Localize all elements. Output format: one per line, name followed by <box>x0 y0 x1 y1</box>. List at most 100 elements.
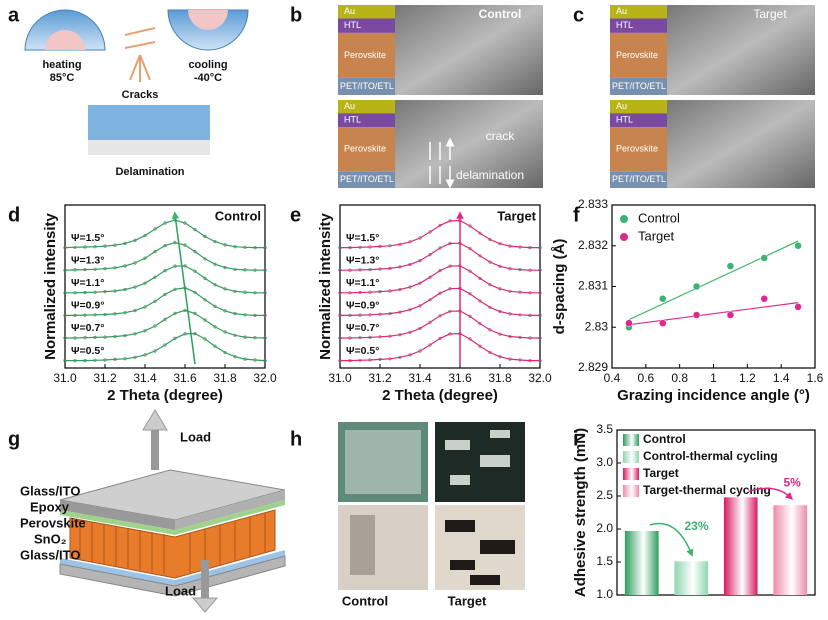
data-point <box>468 292 472 296</box>
x-tick-label: 31.6 <box>448 371 472 385</box>
series-label: Ψ=1.3° <box>71 254 104 266</box>
layer-label: HTL <box>616 115 633 125</box>
heating-core <box>45 30 85 50</box>
data-point <box>794 303 802 311</box>
curve <box>64 219 265 249</box>
x-tick-label: 31.8 <box>488 371 512 385</box>
layer-label: HTL <box>344 20 361 30</box>
layer <box>610 171 667 188</box>
data-point <box>726 311 735 319</box>
y-tick-label: 3.5 <box>596 422 613 436</box>
cooling-core <box>188 10 228 30</box>
annotation-arrow <box>649 522 694 557</box>
layer <box>610 100 667 114</box>
x-tick-label: 1.6 <box>807 371 824 385</box>
crack-arrows <box>124 27 156 82</box>
data-point <box>163 317 167 322</box>
series-label: Ψ=0.7° <box>346 322 379 334</box>
photo-patches <box>445 520 515 585</box>
plot-frame <box>339 204 541 369</box>
y-tick-label: 2.0 <box>596 521 613 535</box>
h-target: Target <box>448 593 487 608</box>
layer <box>338 32 395 78</box>
layer <box>338 100 395 114</box>
x-tick-label: 31.0 <box>53 371 77 385</box>
load-bottom: Load <box>165 583 196 598</box>
heating-temp: 85°C <box>50 72 75 84</box>
data-point <box>478 254 482 258</box>
annotation: 23% <box>685 519 709 533</box>
data-point <box>193 228 197 232</box>
curve <box>65 332 266 362</box>
data-point <box>428 275 432 279</box>
x-tick-label: 31.2 <box>368 371 392 385</box>
data-point <box>760 294 768 303</box>
curve <box>340 310 540 339</box>
top-glass-side <box>60 500 175 530</box>
data-point <box>153 299 157 303</box>
panel-label: f <box>573 204 580 226</box>
layer-label: PET/ITO/ETL <box>340 81 394 91</box>
load-top: Load <box>180 429 211 444</box>
layer-label: HTL <box>616 20 633 30</box>
series-label: Ψ=0.5° <box>346 345 379 357</box>
data-point <box>203 337 207 341</box>
perovskite-columns <box>79 513 266 574</box>
x-tick-label: 32.0 <box>528 371 552 385</box>
bar <box>723 497 758 595</box>
photo-film <box>345 430 421 494</box>
series-label: Ψ=1.1° <box>71 277 104 289</box>
x-tick-label: 1.2 <box>739 371 756 385</box>
chart-title: Control <box>215 208 261 223</box>
y-axis-label: Normalized intensity <box>42 212 59 359</box>
sem-background <box>667 100 815 188</box>
y-tick-label: 2.83 <box>585 319 609 333</box>
data-point <box>428 298 432 302</box>
delamination-label: Delamination <box>115 166 184 178</box>
layer-label: Perovskite <box>20 515 86 530</box>
curve <box>340 332 540 362</box>
data-point <box>428 253 432 257</box>
legend-label: Control-thermal cycling <box>643 449 778 463</box>
y-tick-label: 1.0 <box>596 587 613 601</box>
data-point <box>625 319 633 327</box>
y-tick-label: 2.5 <box>596 488 613 502</box>
data-point <box>659 294 667 303</box>
panel-g: Load Load Glass/ITO Epoxy Perovskite SnO… <box>20 409 286 613</box>
panel-label: h <box>290 428 302 450</box>
sem-texts: Control crack delamination Target <box>429 7 787 184</box>
y-tick-label: 2.833 <box>578 197 608 211</box>
crack-arrows <box>429 142 450 160</box>
layer-label: Glass/ITO <box>20 483 80 498</box>
data-point <box>659 319 667 327</box>
layer-label: HTL <box>344 115 361 125</box>
y-tick-label: 1.5 <box>596 554 613 568</box>
curve <box>64 241 265 271</box>
x-tick-label: 31.8 <box>213 371 237 385</box>
data-point <box>478 344 482 348</box>
data-point <box>468 337 472 341</box>
sem-images: Au HTL Perovskite PET/ITO/ETL Au HTL Perovskit… <box>338 5 815 188</box>
delam-arrows <box>429 166 450 184</box>
data-point <box>428 320 432 325</box>
layer <box>610 32 667 78</box>
layer-label: Glass/ITO <box>20 547 80 562</box>
curve <box>340 242 540 271</box>
series-label: Ψ=0.5° <box>71 345 104 357</box>
x-tick-label: 31.4 <box>408 371 432 385</box>
layer-label: Perovskite <box>344 50 386 60</box>
panel-label: d <box>8 204 20 226</box>
layer <box>610 113 667 128</box>
x-tick-label: 31.0 <box>328 371 352 385</box>
delamination-label: delamination <box>456 168 524 182</box>
sem-background <box>667 5 815 95</box>
panel-label: g <box>8 428 20 450</box>
layer <box>338 113 395 128</box>
layer <box>338 77 395 95</box>
legend-label: Target-thermal cycling <box>643 483 771 497</box>
layer-label: Au <box>616 6 627 16</box>
data-point <box>193 269 197 273</box>
layer-label: Epoxy <box>30 499 70 514</box>
x-tick-label: 0.4 <box>604 371 621 385</box>
legend-label: Target <box>638 228 675 243</box>
